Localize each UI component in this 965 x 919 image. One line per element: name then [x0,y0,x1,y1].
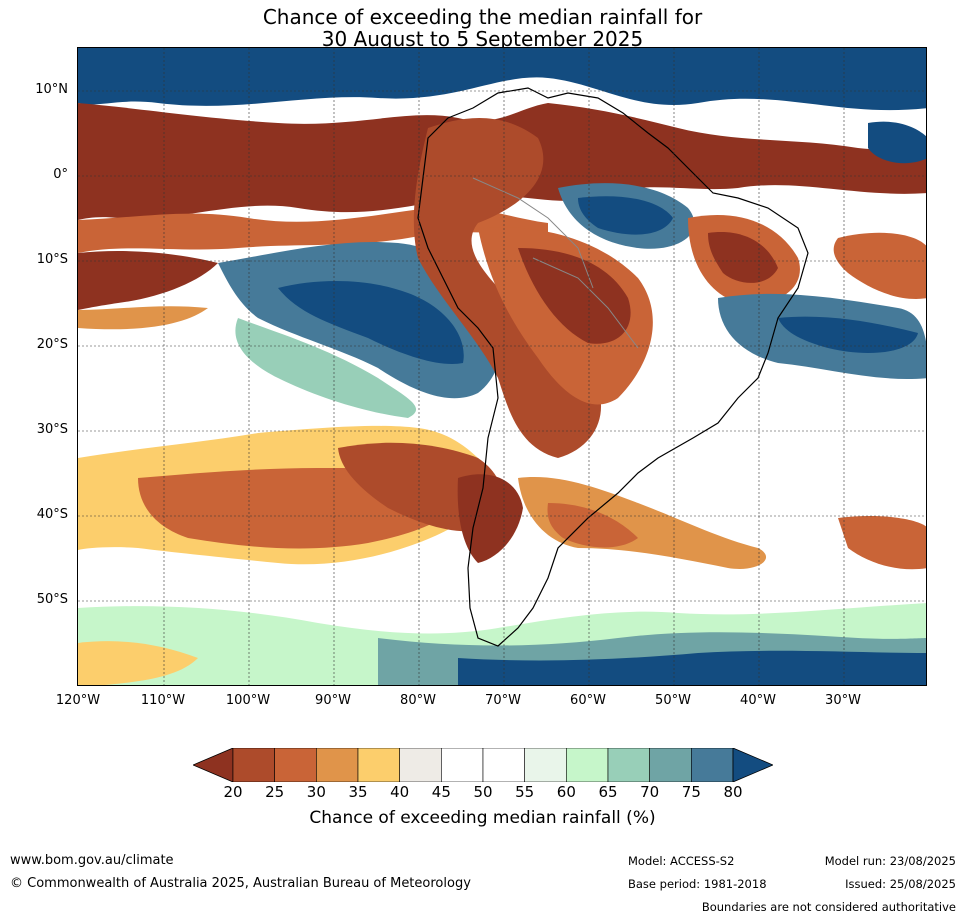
colorbar-segment [232,748,275,782]
footer-issued: Issued: 25/08/2025 [845,877,956,891]
colorbar-segment [441,748,484,782]
south-america-outline [417,87,809,647]
lat-label-10n: 10°N [35,82,68,97]
lat-label-20s: 20°S [36,337,68,352]
lon-label-50w: 50°W [655,693,691,708]
colorbar-segment [649,748,692,782]
region-north-wet [78,48,926,111]
colorbar-tick-label: 20 [223,783,243,801]
colorbar-segment [274,748,317,782]
footer-copyright: © Commonwealth of Australia 2025, Austra… [10,876,471,891]
lat-label-50s: 50°S [36,592,68,607]
colorbar-tick-label: 50 [473,783,493,801]
colorbar-segment [316,748,359,782]
lon-label-110w: 110°W [140,693,186,708]
map-title-line1: Chance of exceeding the median rainfall … [262,5,703,29]
colorbar-tick-label: 75 [681,783,701,801]
colorbar-tick-label: 35 [348,783,368,801]
colorbar-tick-label: 80 [723,783,743,801]
colorbar-tick-label: 70 [640,783,660,801]
lon-label-60w: 60°W [570,693,606,708]
footer-disclaimer: Boundaries are not considered authoritat… [701,900,956,914]
colorbar [193,748,773,782]
region-west-dry [78,251,218,310]
colorbar-segment [691,748,734,782]
footer-url: www.bom.gov.au/climate [10,853,174,868]
lat-label-0: 0° [53,167,68,182]
colorbar-extend-high [732,748,773,782]
lat-label-10s: 10°S [36,252,68,267]
lon-label-120w: 120°W [55,693,101,708]
lon-label-70w: 70°W [485,693,521,708]
footer-model-run: Model run: 23/08/2025 [824,854,956,868]
colorbar-tick-label: 45 [431,783,451,801]
colorbar-segment [566,748,609,782]
lon-label-90w: 90°W [315,693,351,708]
colorbar-segment [524,748,567,782]
colorbar-segment [399,748,442,782]
colorbar-tick-label: 25 [265,783,285,801]
map-canvas [78,48,926,685]
lon-label-100w: 100°W [225,693,271,708]
lon-label-30w: 30°W [825,693,861,708]
colorbar-tick-label: 60 [556,783,576,801]
colorbar-tick-label: 55 [515,783,535,801]
colorbar-tick-label: 40 [390,783,410,801]
lat-label-30s: 30°S [36,422,68,437]
rainfall-map [77,47,927,686]
lat-label-40s: 40°S [36,507,68,522]
footer-model: Model: ACCESS-S2 [628,854,735,868]
colorbar-tick-label: 65 [598,783,618,801]
colorbar-segment [482,748,525,782]
footer-base-period: Base period: 1981-2018 [628,877,767,891]
lon-label-40w: 40°W [740,693,776,708]
colorbar-tick-label: 30 [306,783,326,801]
colorbar-extend-low [193,748,234,782]
colorbar-segment [607,748,650,782]
colorbar-segment [357,748,400,782]
colorbar-label: Chance of exceeding median rainfall (%) [309,808,656,828]
lon-label-80w: 80°W [400,693,436,708]
